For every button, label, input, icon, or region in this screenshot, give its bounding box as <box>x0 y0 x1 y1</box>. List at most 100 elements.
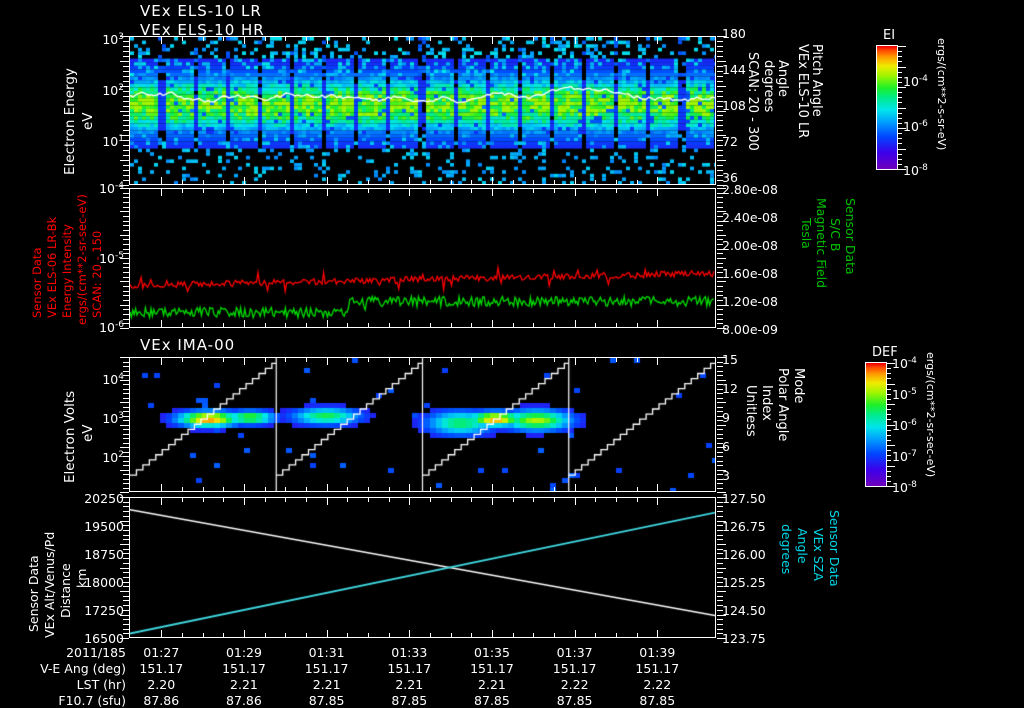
panel1-plot-area[interactable] <box>129 36 716 185</box>
bottom-row1-value-6: 2.22 <box>643 677 672 692</box>
panel4-plot-area[interactable] <box>129 497 716 638</box>
bottom-row0-value-5: 151.17 <box>552 661 597 676</box>
panel2-right-label-0: Sensor Data <box>843 198 858 275</box>
panel4-right-ytick-1: 126.75 <box>722 519 766 534</box>
bottom-time-5: 01:37 <box>556 645 593 660</box>
bottom-row1-value-0: 2.20 <box>147 677 176 692</box>
bottom-row1-value-3: 2.21 <box>395 677 424 692</box>
panel1-title-lr: VEx ELS-10 LR <box>140 2 262 20</box>
panel4-left-label-0: Sensor Data <box>26 555 41 632</box>
panel3-colorbar-tick-4: 10-8 <box>892 480 917 496</box>
panel2-left-label-0: Sensor Data <box>30 247 44 318</box>
bottom-row2-value-3: 87.85 <box>391 693 428 708</box>
panel4-right-ytick-0: 127.50 <box>722 491 766 506</box>
panel1-right-label-pitch: Pitch Angle <box>809 44 824 117</box>
bottom-time-1: 01:29 <box>225 645 262 660</box>
bottom-time-3: 01:33 <box>391 645 428 660</box>
panel3-plot-area[interactable] <box>129 357 716 492</box>
panel4-right-label-1: VEx SZA <box>811 528 826 581</box>
panel2-right-ytick-4: 1.20e-08 <box>722 294 778 309</box>
bottom-row2-value-2: 87.85 <box>308 693 345 708</box>
panel1-colorbar[interactable] <box>876 45 898 170</box>
panel1-right-ytick-3: 72 <box>722 134 738 149</box>
panel2-plot-area[interactable] <box>129 188 716 328</box>
bottom-row-label-1: LST (hr) <box>76 677 126 692</box>
panel1-right-ytick-2: 108 <box>722 98 746 113</box>
panel3-colorbar-unit: ergs/(cm**2-sr-sec-eV) <box>924 352 937 478</box>
bottom-row0-value-2: 151.17 <box>304 661 349 676</box>
panel3-ytick-0: 104 <box>102 372 124 388</box>
panel4-ytick-3: 18000 <box>84 575 124 590</box>
panel1-ytick-0: 103 <box>102 32 124 48</box>
bottom-row-label-0: V-E Ang (deg) <box>40 661 126 676</box>
panel3-title: VEx IMA-00 <box>140 336 236 354</box>
panel1-title-hr: VEx ELS-10 HR <box>140 21 265 39</box>
panel1-right-ytick-0: 180 <box>722 26 746 41</box>
panel2-right-ytick-3: 1.60e-08 <box>722 266 778 281</box>
panel1-right-ytick-1: 144 <box>722 62 746 77</box>
bottom-row2-value-4: 87.85 <box>474 693 510 708</box>
panel1-ytick-2: 101 <box>102 134 124 150</box>
panel3-ytick-2: 102 <box>102 450 124 466</box>
panel4-left-label-1: VEx Alt/Venus/Pd <box>42 531 57 638</box>
panel1-right-unit-angle: Angle <box>775 60 790 97</box>
panel3-left-axis-unit: eV <box>80 424 96 442</box>
panel4-right-label-2: Angle <box>795 528 810 564</box>
panel1-colorbar-unit: ergs/(cm**2-s-sr-eV) <box>935 38 948 151</box>
panel2-right-label-3: Tesla <box>799 218 814 249</box>
panel3-colorbar-tick-1: 10-5 <box>892 387 917 403</box>
panel3-colorbar-tick-2: 10-6 <box>892 418 917 434</box>
panel3-right-ytick-3: 6 <box>722 439 730 454</box>
bottom-time-4: 01:35 <box>473 645 510 660</box>
panel2-ytick-2: 10-6 <box>99 320 124 336</box>
panel3-colorbar-tick-3: 10-7 <box>892 449 917 465</box>
panel2-right-label-2: Magnetic Field <box>814 198 829 289</box>
panel3-right-label-0: Mode <box>791 368 806 404</box>
panel2-ytick-0: 10-4 <box>99 181 124 197</box>
panel4-right-ytick-4: 124.50 <box>722 603 766 618</box>
panel2-left-label-2: Energy Intensity <box>60 224 74 318</box>
panel2-right-ytick-2: 2.00e-08 <box>722 238 778 253</box>
panel4-right-ytick-2: 126.00 <box>722 547 766 562</box>
panel3-colorbar-title: DEF <box>872 345 898 360</box>
bottom-row-label-2: F10.7 (sfu) <box>58 693 126 708</box>
panel1-colorbar-tick-0: 10-4 <box>903 74 928 90</box>
panel3-right-ytick-0: 15 <box>722 352 738 367</box>
bottom-time-6: 01:39 <box>639 645 676 660</box>
panel4-right-label-0: Sensor Data <box>827 510 842 587</box>
panel1-right-scan-text: SCAN: 20 - 300 <box>745 52 760 151</box>
bottom-time-0: 01:27 <box>143 645 180 660</box>
bottom-row0-value-6: 151.17 <box>635 661 680 676</box>
bottom-time-2: 01:31 <box>308 645 345 660</box>
panel1-colorbar-tick-2: 10-8 <box>903 163 928 179</box>
bottom-row0-value-3: 151.17 <box>387 661 432 676</box>
panel3-right-ytick-1: 12 <box>722 381 738 396</box>
bottom-row0-value-0: 151.17 <box>139 661 184 676</box>
panel2-right-ytick-1: 2.40e-08 <box>722 210 778 225</box>
bottom-row1-value-4: 2.21 <box>478 677 506 692</box>
bottom-row0-value-4: 151.17 <box>470 661 514 676</box>
panel4-ytick-2: 18750 <box>84 547 124 562</box>
panel4-ytick-0: 20250 <box>84 491 124 506</box>
panel3-spectrogram-canvas <box>130 358 715 491</box>
panel1-ytick-1: 102 <box>102 83 124 99</box>
panel2-right-label-1: S/C B <box>828 218 843 252</box>
panel1-left-axis-unit: eV <box>80 112 96 130</box>
panel3-colorbar[interactable] <box>865 362 887 487</box>
panel1-right-ytick-4: 36 <box>722 170 738 185</box>
panel1-colorbar-title: EI <box>883 28 896 43</box>
bottom-row2-value-5: 87.85 <box>556 693 593 708</box>
bottom-row1-value-5: 2.22 <box>560 677 589 692</box>
panel3-right-ytick-4: 3 <box>722 468 730 483</box>
panel1-right-unit-degrees: degrees <box>761 60 776 113</box>
panel4-right-label-3: degrees <box>779 524 794 575</box>
panel1-right-label-sensor: VEx ELS-10 LR <box>795 44 810 139</box>
panel4-ytick-1: 19500 <box>84 519 124 534</box>
bottom-row2-value-1: 87.86 <box>226 693 262 708</box>
bottom-row1-value-2: 2.21 <box>312 677 341 692</box>
panel3-left-axis-label: Electron Volts <box>62 390 78 483</box>
panel3-colorbar-tick-0: 10-4 <box>892 356 917 372</box>
panel4-right-ytick-5: 123.75 <box>722 631 766 646</box>
bottom-row0-value-1: 151.17 <box>222 661 266 676</box>
panel1-colorbar-gradient <box>877 46 897 169</box>
